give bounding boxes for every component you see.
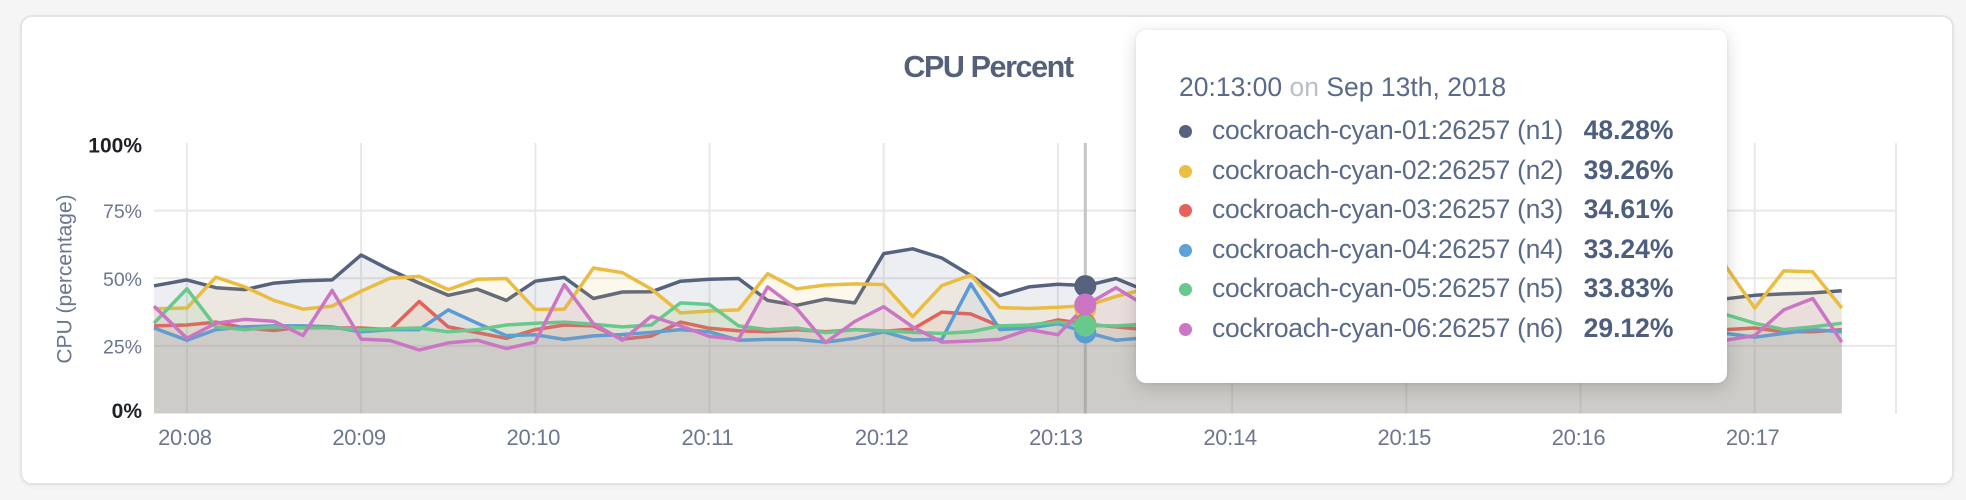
svg-text:75%: 75% [103,201,142,223]
svg-text:20:16: 20:16 [1552,425,1606,450]
svg-text:20:12: 20:12 [855,425,909,450]
svg-text:20:13: 20:13 [1029,425,1083,450]
svg-text:50%: 50% [103,269,142,291]
svg-text:20:15: 20:15 [1378,425,1432,450]
svg-text:100%: 100% [88,135,142,158]
svg-text:25%: 25% [103,336,142,358]
svg-text:CPU (percentage): CPU (percentage) [54,194,77,363]
svg-text:0%: 0% [112,400,143,423]
svg-text:20:10: 20:10 [507,425,561,450]
svg-text:20:14: 20:14 [1203,425,1257,450]
svg-text:20:17: 20:17 [1726,425,1780,450]
svg-text:20:11: 20:11 [682,425,734,450]
svg-text:20:09: 20:09 [332,425,386,450]
svg-text:20:08: 20:08 [158,425,212,450]
